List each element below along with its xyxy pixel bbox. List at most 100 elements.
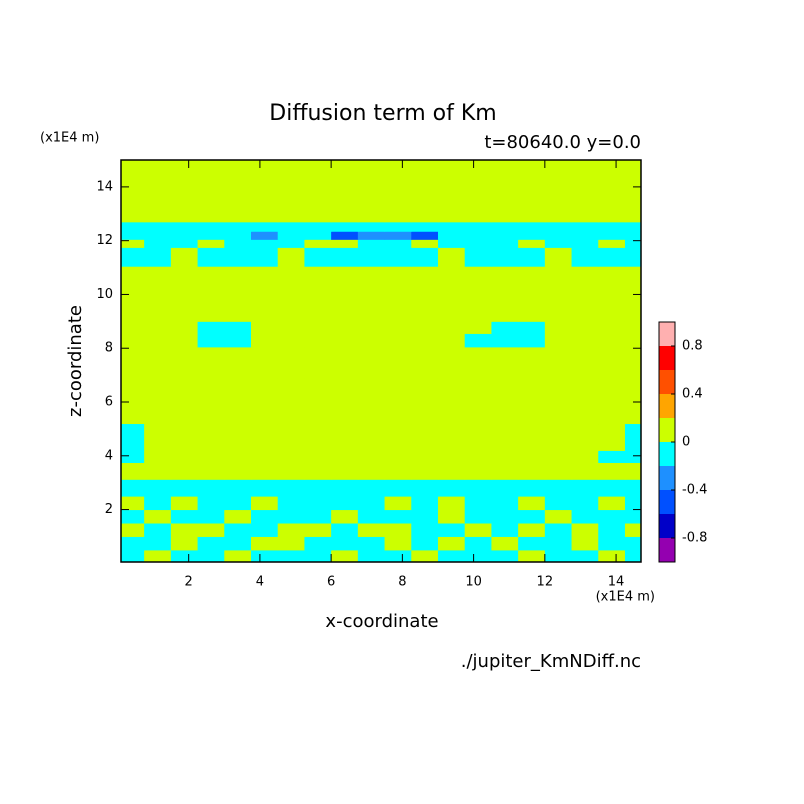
field-cell [544,346,573,379]
field-cell [598,523,626,537]
field-cell [170,536,199,551]
field-cell [411,333,439,348]
y-tick-label: 6 [105,395,113,410]
field-cell [170,239,199,248]
field-cell [437,462,466,480]
field-cell [384,450,412,464]
y-tick-label: 2 [105,502,113,517]
field-cell [544,160,573,207]
field-cell [170,221,199,232]
field-cell [304,247,332,267]
field-cell [224,549,252,562]
field-cell [598,346,626,379]
field-cell [197,239,225,248]
field-cell [491,298,519,322]
field-cell [331,423,359,451]
field-cell [598,239,626,248]
field-cell [277,509,305,524]
field-cell [598,266,626,299]
field-cell [624,231,641,240]
field-cell [437,346,466,379]
field-cell [491,266,519,299]
field-cell [277,266,305,299]
colorbar: -0.8 -0.4 0 0.4 0.8 [658,321,707,563]
field-cell [624,423,641,451]
field-cell [251,549,279,562]
field-cell [491,549,519,562]
field-cell [544,523,573,537]
colorbar-swatch [659,322,675,346]
field-cell [197,549,225,562]
field-cell [464,509,492,524]
field-cell [121,450,145,464]
field-cell [224,509,252,524]
field-cell [224,523,252,537]
field-cell [121,160,145,207]
field-cell [411,549,439,562]
field-cell [384,298,412,322]
field-cell [518,549,546,562]
field-cell [357,298,386,322]
field-cell [437,479,466,497]
field-cell [437,377,466,425]
field-cell [251,205,279,223]
field-cell [411,377,439,425]
field-cell [384,205,412,223]
field-cell [331,247,359,267]
field-cell [224,239,252,248]
field-cell [624,536,641,551]
field-cell [571,523,599,537]
field-cell [121,549,145,562]
field-cell [491,509,519,524]
y-tick-label: 12 [96,233,113,248]
field-cell [411,509,439,524]
field-cell [304,479,332,497]
y-tick-label: 14 [96,179,113,194]
colorbar-swatch [659,490,675,514]
field-cell [197,298,225,322]
field-cell [251,462,279,480]
colorbar-swatch [659,442,675,466]
field-cell [224,247,252,267]
field-cell [197,423,225,451]
field-cell [121,266,145,299]
field-cell [197,160,225,207]
field-cell [357,462,386,480]
field-cell [518,298,546,322]
field-cell [384,377,412,425]
field-cell [464,333,492,348]
field-cell [170,523,199,537]
field-cell [518,221,546,232]
field-cell [437,423,466,451]
field-cell [121,536,145,551]
field-cell [121,321,145,334]
field-cell [624,221,641,232]
field-cell [464,321,492,334]
field-cell [571,247,599,267]
field-cell [121,205,145,223]
colorbar-swatch [659,514,675,538]
field-cell [170,509,199,524]
field-cell [197,221,225,232]
field-cell [277,377,305,425]
field-cell [277,450,305,464]
field-cell [518,423,546,451]
field-cell [464,450,492,464]
field-cell [170,266,199,299]
field-cell [384,160,412,207]
field-cell [357,205,386,223]
field-cell [544,549,573,562]
field-cell [571,321,599,334]
x-tick-label: 14 [608,575,625,590]
field-cell [224,496,252,511]
field-cell [544,266,573,299]
field-cell [491,333,519,348]
colorbar-swatch [659,466,675,490]
field-cell [437,496,466,511]
field-cell [411,346,439,379]
field-cell [331,160,359,207]
field-cell [544,479,573,497]
field-cell [277,523,305,537]
field-cell [170,423,199,451]
field-cell [197,496,225,511]
